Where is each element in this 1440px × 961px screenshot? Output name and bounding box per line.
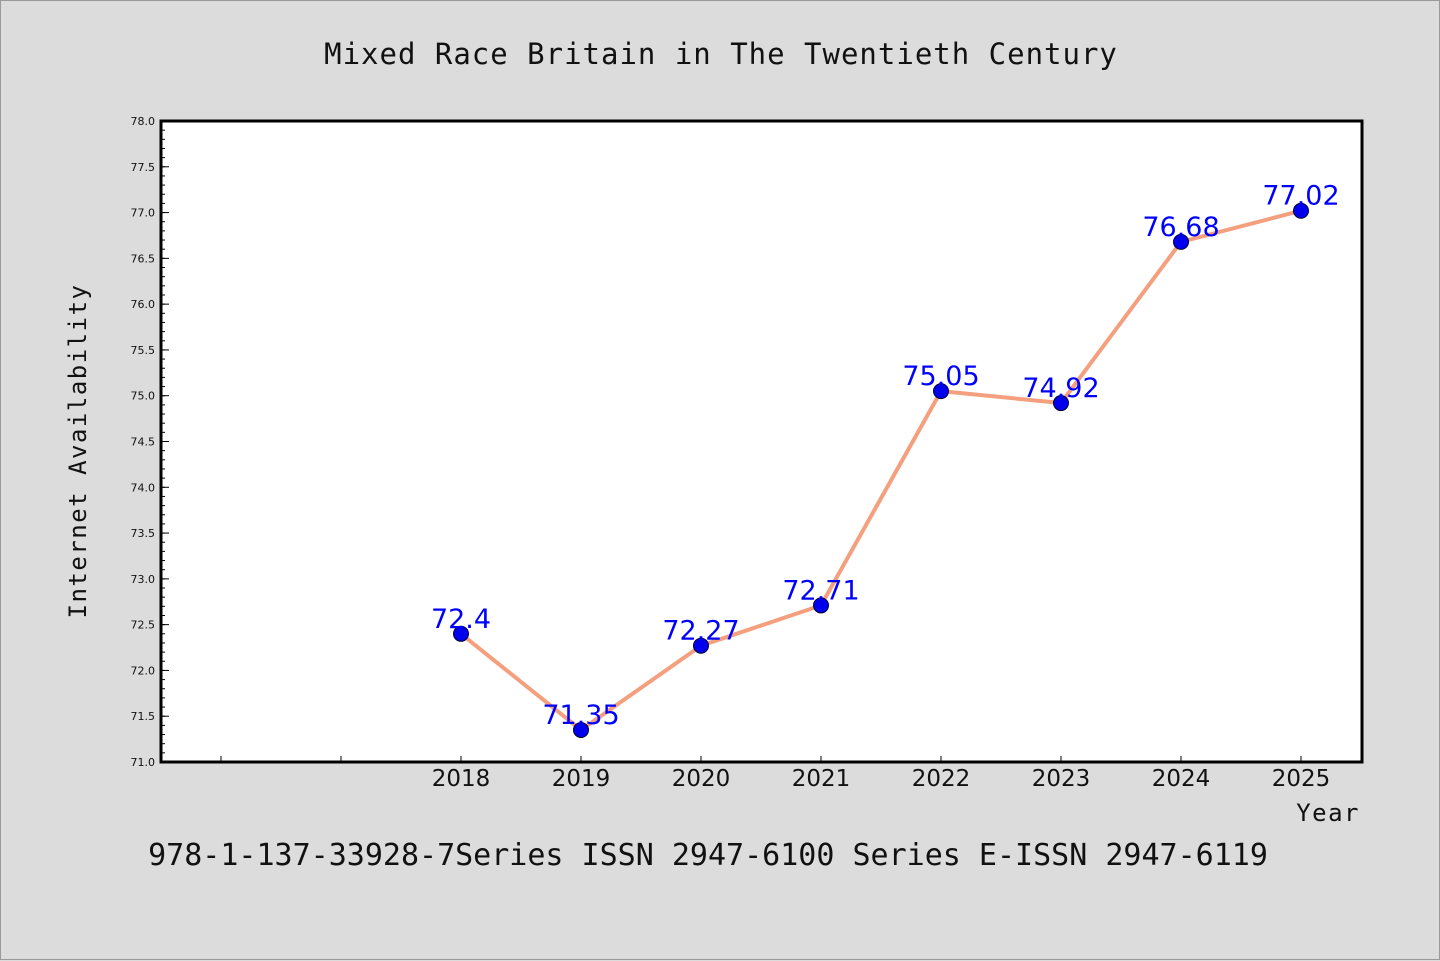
data-label: 72.4 — [431, 604, 491, 635]
y-tick-label: 77.5 — [131, 161, 156, 174]
y-tick-label: 72.5 — [131, 619, 156, 632]
x-tick-label: 2021 — [792, 766, 851, 792]
data-label: 76.68 — [1142, 212, 1219, 243]
y-tick-label: 78.0 — [131, 115, 156, 128]
data-point — [813, 597, 829, 614]
y-axis: 71.0 71.5 72.0 72.5 73.0 73.5 74.0 74.5 75.0 75.5… — [131, 115, 169, 769]
x-tick-label: 2020 — [672, 766, 731, 792]
data-point — [1293, 202, 1309, 219]
series: 72.4 71.35 72.27 72.71 75.05 74.92 76.68 77.02 — [431, 181, 1340, 738]
x-axis-label: Year — [1296, 799, 1360, 827]
x-tick-label: 2025 — [1272, 766, 1331, 792]
data-label: 72.27 — [662, 616, 739, 647]
isbn-footer-text: 978-1-137-33928-7Series ISSN 2947-6100 S… — [148, 838, 1268, 873]
data-point — [573, 721, 589, 738]
plot-area — [159, 119, 1364, 764]
x-tick-label: 2018 — [432, 766, 491, 792]
x-tick-label: 2024 — [1152, 766, 1211, 792]
y-tick-label: 71.0 — [131, 756, 156, 769]
series-line — [459, 208, 1303, 732]
x-tick-label: 2019 — [552, 766, 611, 792]
data-label: 71.35 — [542, 700, 619, 731]
chart-title: Mixed Race Britain in The Twentieth Cent… — [324, 37, 1118, 71]
data-point — [693, 637, 709, 654]
y-tick-label: 73.0 — [131, 573, 156, 586]
y-tick-label: 75.5 — [131, 344, 156, 357]
y-tick-label: 76.0 — [131, 298, 156, 311]
y-tick-label: 75.0 — [131, 390, 156, 403]
data-label: 74.92 — [1022, 373, 1099, 404]
y-tick-label: 71.5 — [131, 710, 156, 723]
x-tick-label: 2023 — [1032, 766, 1091, 792]
x-axis: 2018 2019 2020 2021 2022 2023 2024 2025 — [220, 756, 1331, 792]
data-point — [933, 383, 949, 400]
y-tick-label: 77.0 — [131, 207, 156, 220]
data-point — [1053, 395, 1069, 412]
data-label: 72.71 — [782, 575, 859, 606]
y-tick-label: 72.0 — [131, 664, 156, 677]
data-point — [1173, 233, 1189, 250]
y-tick-label: 76.5 — [131, 252, 156, 265]
x-tick-label: 2022 — [912, 766, 971, 792]
y-tick-label: 73.5 — [131, 527, 156, 540]
y-tick-label: 74.0 — [131, 481, 156, 494]
y-tick-label: 74.5 — [131, 436, 156, 449]
data-label: 77.02 — [1262, 181, 1339, 212]
y-axis-label: Internet Availability — [64, 284, 92, 619]
data-label: 75.05 — [902, 361, 979, 392]
data-point — [453, 625, 469, 642]
